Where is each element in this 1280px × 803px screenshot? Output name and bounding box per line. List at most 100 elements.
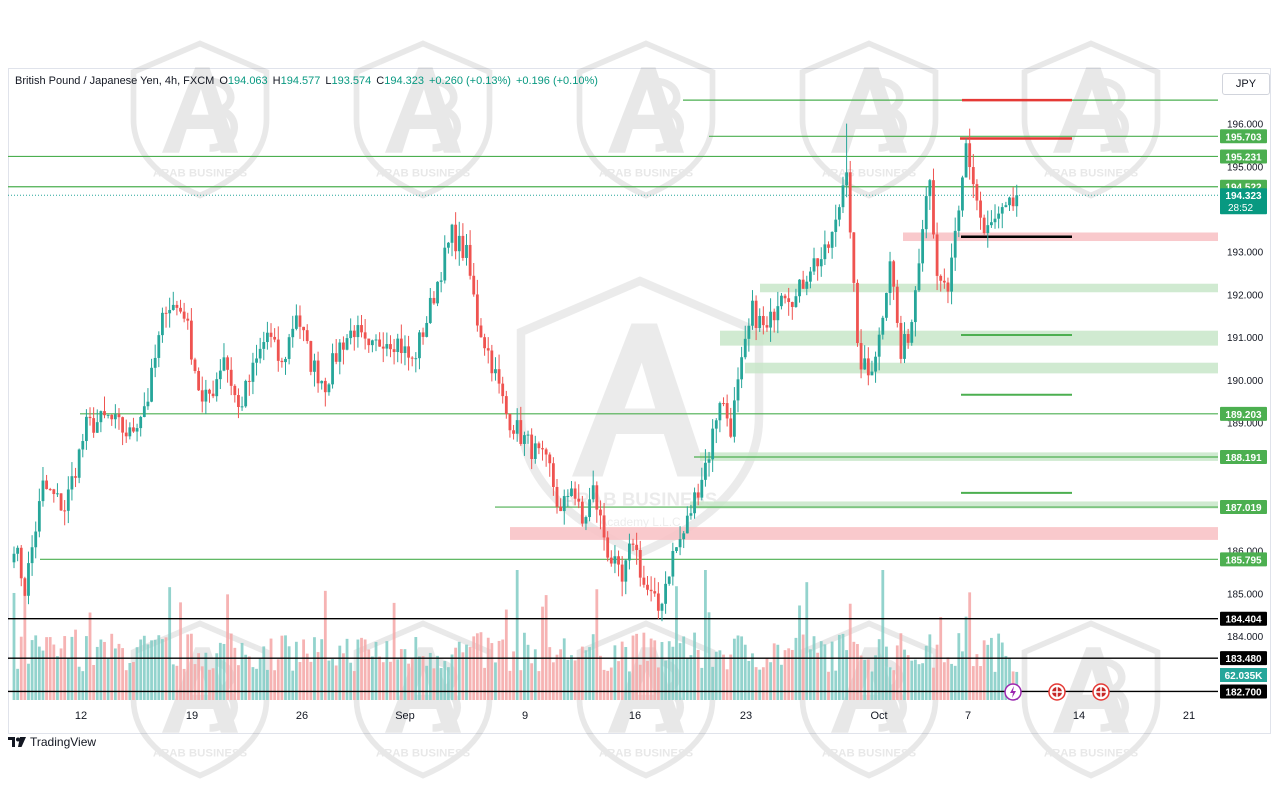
candle [790,302,794,307]
watermark-shield [353,620,493,779]
volume-bar [628,671,631,700]
candle [856,282,859,344]
candle [428,297,432,323]
volume-bar [562,638,566,700]
level-badge [1220,552,1267,567]
candle [244,380,248,407]
candle [591,485,595,500]
candle [378,339,382,347]
candle [646,584,649,590]
volume-bar [403,649,407,700]
candle [526,434,530,436]
volume-bar [946,657,950,700]
volume-bar [635,633,639,700]
volume-bar [942,662,946,700]
volume-bar [573,660,577,700]
candle [342,342,345,350]
currency-button[interactable]: JPY [1222,73,1270,95]
candle [819,259,823,267]
volume-bar [704,570,707,700]
candle [106,414,110,416]
volume-bar [982,640,986,700]
candle [758,315,762,328]
volume-badge-text: 62.035K [1225,671,1264,682]
candle [59,493,63,511]
tradingview-label: TradingView [30,735,97,749]
watermark-layer: ARAB BUSINESS ARAB BUSINESS ARAB BUSINESS A… [130,40,1161,779]
volume-bar [85,636,88,700]
volume-bar [425,665,429,700]
volume-bar [63,636,67,700]
candle [718,403,722,421]
volume-bar [986,644,990,700]
volume-bar [776,644,780,700]
candle [584,517,588,524]
candle [743,338,747,358]
candle [381,346,385,349]
candle [48,489,52,491]
event-markers[interactable] [1004,683,1110,701]
volume-bar [913,659,917,700]
candle [197,370,201,391]
candle [761,315,765,326]
volume-bar [70,636,74,700]
lightning-event-icon[interactable] [1004,683,1022,701]
volume-bar [631,635,635,700]
volume-bar [298,662,302,700]
candle [258,348,262,359]
candle [899,322,903,359]
candle [512,430,515,434]
volume-bar [142,635,146,700]
symbol-title[interactable]: British Pound / Japanese Yen, 4h, FXCM [15,75,215,87]
candle [132,427,135,432]
volume-bar [747,660,751,700]
level-badge-black-text: 182.700 [1225,687,1262,698]
level-badge-text: 187.019 [1225,503,1262,514]
candle [628,543,631,561]
watermark-brand: ARAB BUSINESS [599,748,694,760]
volume-bar [866,659,870,700]
candle [892,261,896,287]
volume-bar [885,646,888,700]
candle [660,603,664,611]
candle [233,385,237,396]
volume-bar [418,656,421,700]
candle [407,346,410,358]
candle [798,279,801,297]
volume-bar [682,636,686,700]
candle [251,362,255,382]
candle [613,556,617,564]
candle [913,290,917,323]
watermark-shield [1021,620,1161,779]
candle [859,343,863,370]
volume-bar [258,658,262,700]
candle [240,406,244,408]
volume-bar [863,659,867,700]
last-price-badge-text: 194.323 [1225,191,1262,202]
candle [993,218,997,223]
watermark-letter [878,657,907,732]
candle [986,225,990,234]
volume-bar [171,664,175,700]
volume-bar [566,659,570,700]
volume-bar [320,639,324,700]
candle [338,342,342,362]
candle [827,244,830,248]
volume-bar [226,594,229,700]
uk-flag-event-icon[interactable] [1092,683,1110,701]
time-tick-label: Sep [395,710,415,722]
volume-bar [845,650,848,700]
candle [1000,207,1004,214]
volume-bar [790,649,794,700]
volume-bar [486,637,490,700]
candle [754,300,758,328]
candle [497,369,501,384]
tradingview-logo[interactable]: TradingView [8,735,96,749]
uk-flag-event-icon[interactable] [1048,683,1066,701]
volume-bar [957,633,961,700]
volume-badge [1220,668,1267,682]
level-badge-text: 195.703 [1225,132,1262,143]
watermark-letter [432,77,461,152]
candle [128,427,132,437]
